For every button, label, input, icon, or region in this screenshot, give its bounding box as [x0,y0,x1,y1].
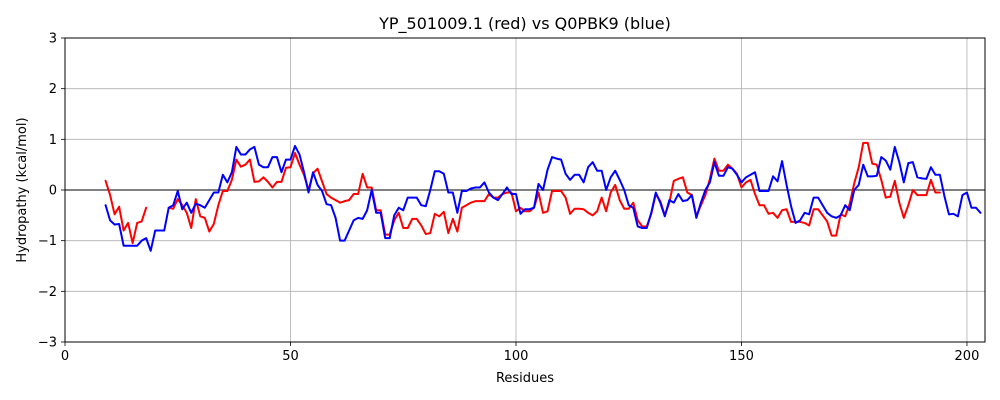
y-tick-label: 2 [49,82,57,97]
y-tick-label: −3 [38,336,57,351]
x-tick-label: 50 [282,349,299,364]
y-tick-label: 3 [49,32,57,47]
y-tick-label: 1 [49,133,57,148]
x-axis-label: Residues [496,371,554,386]
series-1-line-segment-2 [167,141,941,237]
x-tick-label: 150 [729,349,754,364]
series-2-line-segment-1 [104,144,982,252]
chart-title: YP_501009.1 (red) vs Q0PBK9 (blue) [378,14,671,34]
series-1-line-segment-1 [104,179,148,245]
x-tick-label: 0 [61,349,69,364]
y-tick-label: −2 [38,285,57,300]
y-tick-label: −1 [38,234,57,249]
ticks: 0 50 100 150 200 −3 −2 −1 0 1 2 3 [38,32,980,365]
series [104,141,982,252]
y-tick-label: 0 [49,184,57,199]
y-axis-label: Hydropathy (kcal/mol) [15,117,30,262]
x-tick-label: 200 [955,349,980,364]
x-tick-label: 100 [504,349,529,364]
